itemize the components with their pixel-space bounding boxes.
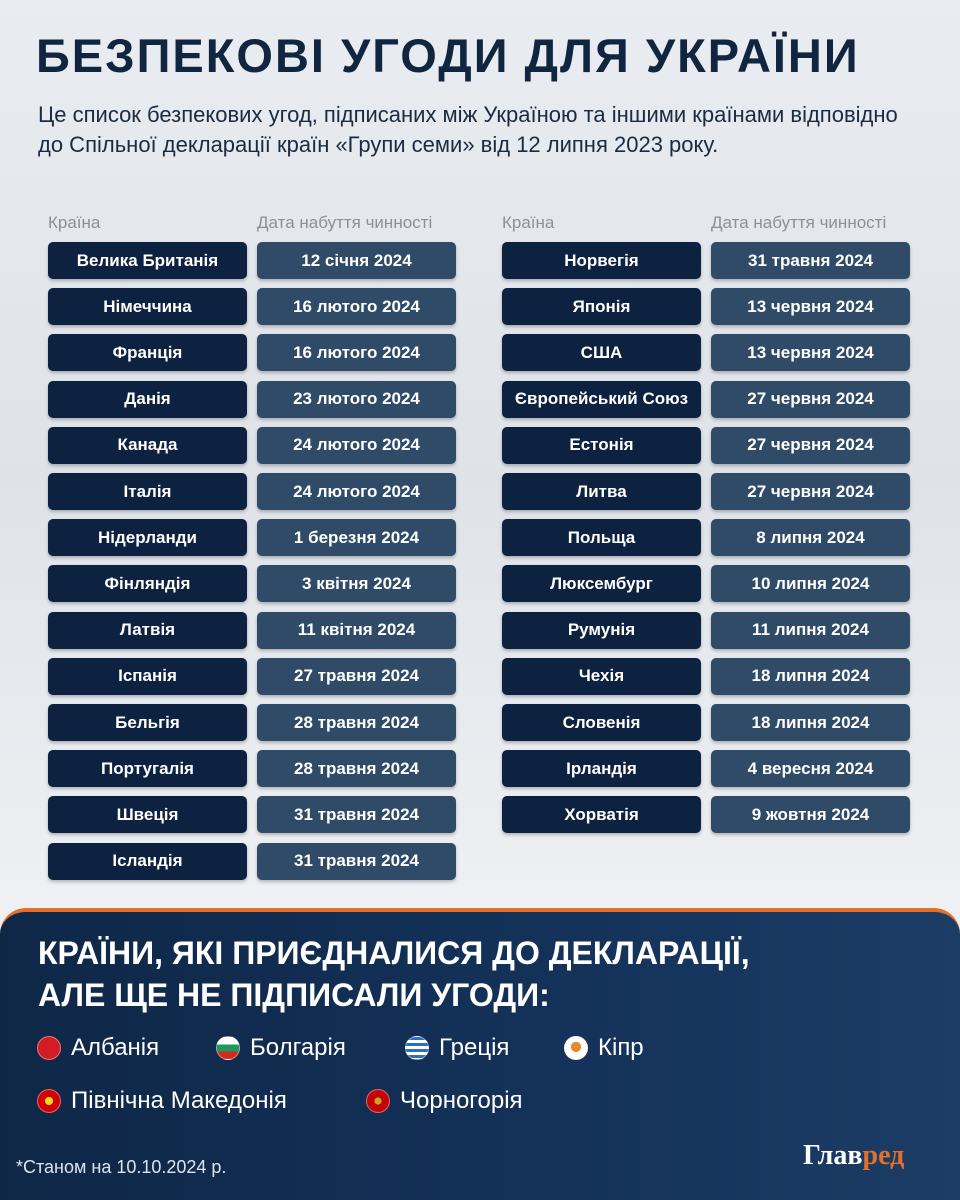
country-cell: Польща bbox=[502, 519, 701, 557]
date-cell: 23 лютого 2024 bbox=[257, 380, 456, 418]
date-cell: 27 червня 2024 bbox=[711, 426, 910, 464]
date-cell: 16 лютого 2024 bbox=[257, 288, 456, 326]
country-cell: Японія bbox=[502, 288, 701, 326]
date-cell: 3 квітня 2024 bbox=[257, 565, 456, 603]
country-cell: США bbox=[502, 334, 701, 372]
logo-part2: ред bbox=[862, 1140, 905, 1171]
glavred-logo: Главред bbox=[803, 1140, 904, 1172]
greece-flag-icon bbox=[405, 1036, 429, 1060]
country-cell: Норвегія bbox=[502, 242, 701, 279]
pending-country-name: Північна Македонія bbox=[71, 1087, 287, 1114]
date-cell: 18 липня 2024 bbox=[711, 704, 910, 741]
north-macedonia-flag-icon bbox=[37, 1089, 61, 1113]
country-cell: Литва bbox=[502, 473, 701, 510]
pending-title-line1: КРАЇНИ, ЯКІ ПРИЄДНАЛИСЯ ДО ДЕКЛАРАЦІЇ, bbox=[38, 935, 750, 971]
date-cell: 27 травня 2024 bbox=[257, 657, 456, 695]
date-cell: 28 травня 2024 bbox=[257, 750, 456, 788]
pending-country: Кіпр bbox=[564, 1034, 644, 1062]
country-cell: Бельгія bbox=[48, 704, 247, 741]
date-cell: 24 лютого 2024 bbox=[257, 426, 456, 464]
country-cell: Естонія bbox=[502, 426, 701, 464]
footnote: *Станом на 10.10.2024 р. bbox=[16, 1157, 227, 1177]
date-cell: 27 червня 2024 bbox=[711, 473, 910, 510]
date-cell: 28 травня 2024 bbox=[257, 704, 456, 741]
country-cell: Данія bbox=[48, 380, 247, 418]
country-cell: Ісландія bbox=[48, 842, 247, 880]
pending-title-line2: АЛЕ ЩЕ НЕ ПІДПИСАЛИ УГОДИ: bbox=[38, 977, 550, 1013]
country-cell: Латвія bbox=[48, 611, 247, 649]
date-cell: 9 жовтня 2024 bbox=[711, 796, 910, 834]
date-cell: 8 липня 2024 bbox=[711, 519, 910, 557]
pending-country: Греція bbox=[405, 1034, 509, 1062]
date-cell: 4 вересня 2024 bbox=[711, 750, 910, 788]
country-cell: Ірландія bbox=[502, 750, 701, 788]
country-cell: Фінляндія bbox=[48, 565, 247, 603]
pending-country-name: Греція bbox=[439, 1034, 510, 1061]
date-cell: 12 січня 2024 bbox=[257, 242, 456, 279]
bulgaria-flag-icon bbox=[216, 1036, 240, 1060]
country-cell: Франція bbox=[48, 334, 247, 372]
pending-country-name: Кіпр bbox=[598, 1034, 644, 1061]
pending-country: Албанія bbox=[37, 1034, 159, 1062]
header-date-left: Дата набуття чинності bbox=[257, 213, 433, 232]
country-cell: Румунія bbox=[502, 611, 701, 649]
cyprus-flag-icon bbox=[564, 1036, 588, 1060]
header-country-right: Країна bbox=[502, 213, 555, 232]
pending-country-name: Албанія bbox=[71, 1034, 160, 1061]
header-country-left: Країна bbox=[48, 213, 101, 232]
pending-panel bbox=[0, 908, 960, 1200]
country-cell: Італія bbox=[48, 473, 247, 510]
pending-country: Болгарія bbox=[216, 1034, 346, 1062]
pending-country: Чорногорія bbox=[366, 1087, 523, 1115]
subtitle: Це список безпекових угод, підписаних мі… bbox=[38, 102, 898, 157]
date-cell: 11 липня 2024 bbox=[711, 611, 910, 649]
country-cell: Нідерланди bbox=[48, 519, 247, 557]
country-cell: Словенія bbox=[502, 704, 701, 741]
country-cell: Португалія bbox=[48, 750, 247, 788]
page-title: БЕЗПЕКОВІ УГОДИ ДЛЯ УКРАЇНИ bbox=[36, 29, 860, 82]
logo-part1: Глав bbox=[803, 1140, 863, 1171]
country-cell: Німеччина bbox=[48, 288, 247, 326]
pending-country-name: Чорногорія bbox=[400, 1087, 523, 1114]
date-cell: 16 лютого 2024 bbox=[257, 334, 456, 372]
date-cell: 10 липня 2024 bbox=[711, 565, 910, 603]
country-cell: Іспанія bbox=[48, 657, 247, 695]
date-cell: 31 травня 2024 bbox=[711, 242, 910, 279]
date-cell: 1 березня 2024 bbox=[257, 519, 456, 557]
country-cell: Швеція bbox=[48, 796, 247, 834]
pending-country: Північна Македонія bbox=[37, 1087, 287, 1115]
country-cell: Люксембург bbox=[502, 565, 701, 603]
pending-country-name: Болгарія bbox=[250, 1034, 346, 1061]
date-cell: 13 червня 2024 bbox=[711, 288, 910, 326]
date-cell: 13 червня 2024 bbox=[711, 334, 910, 372]
country-cell: Велика Британія bbox=[48, 242, 247, 279]
header-date-right: Дата набуття чинності bbox=[711, 213, 887, 232]
country-cell: Чехія bbox=[502, 657, 701, 695]
date-cell: 27 червня 2024 bbox=[711, 380, 910, 418]
montenegro-flag-icon bbox=[366, 1089, 390, 1113]
date-cell: 31 травня 2024 bbox=[257, 796, 456, 834]
date-cell: 18 липня 2024 bbox=[711, 657, 910, 695]
date-cell: 11 квітня 2024 bbox=[257, 611, 456, 649]
date-cell: 24 лютого 2024 bbox=[257, 473, 456, 510]
date-cell: 31 травня 2024 bbox=[257, 842, 456, 880]
country-cell: Європейський Союз bbox=[502, 380, 701, 418]
pending-title: КРАЇНИ, ЯКІ ПРИЄДНАЛИСЯ ДО ДЕКЛАРАЦІЇ, АЛ… bbox=[38, 932, 750, 1016]
albania-flag-icon bbox=[37, 1036, 61, 1060]
country-cell: Хорватія bbox=[502, 796, 701, 834]
country-cell: Канада bbox=[48, 426, 247, 464]
